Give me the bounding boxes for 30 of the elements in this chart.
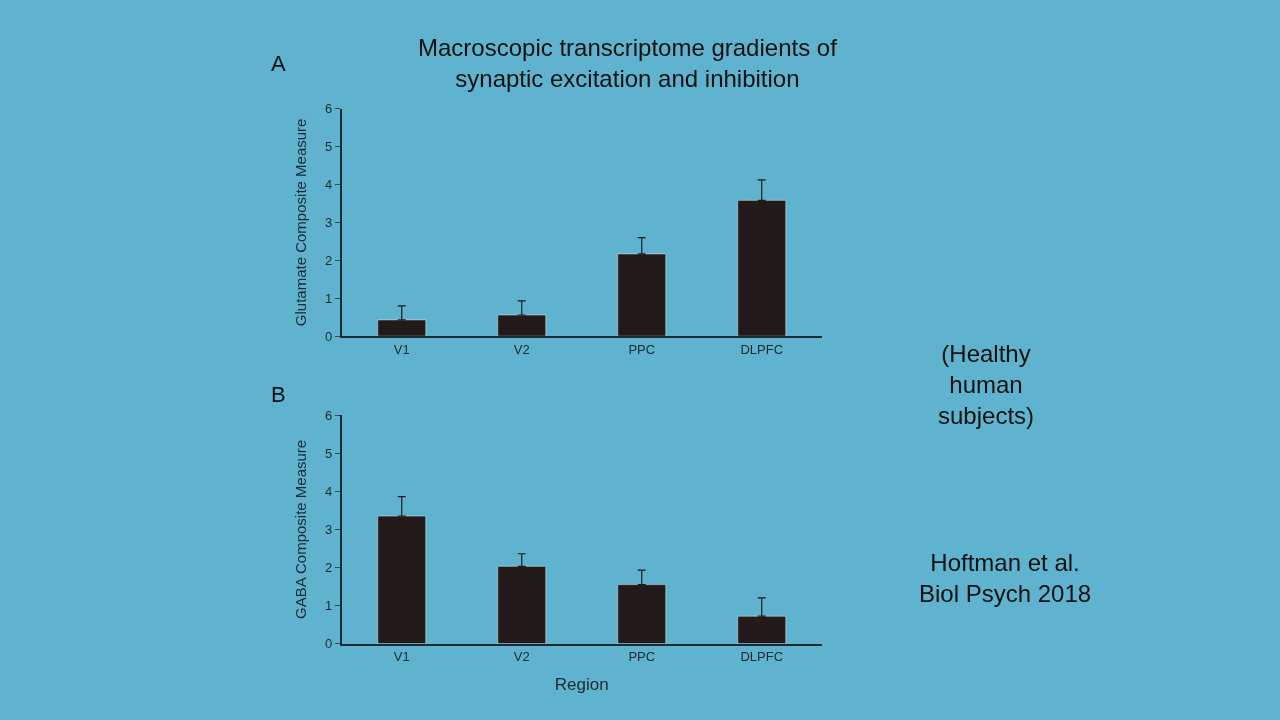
y-tick-label: 3 — [324, 521, 333, 537]
text: Hoftman et al. Biol Psych 2018 — [919, 549, 1092, 608]
chart-title: Macroscopic transcriptome gradients of synaptic excitation and inhibition — [418, 34, 838, 93]
x-tick-label: V1 — [393, 341, 410, 357]
y-axis-title: Glutamate Composite Measure — [291, 118, 309, 327]
text: B — [271, 382, 286, 407]
text: A — [271, 51, 286, 76]
x-tick-label: V2 — [513, 341, 530, 357]
y-tick-label: 5 — [324, 445, 333, 461]
y-tick-label: 2 — [324, 252, 333, 268]
x-tick-label: PPC — [628, 649, 656, 665]
x-tick-label: PPC — [628, 341, 656, 357]
y-tick-label: 6 — [324, 101, 333, 117]
y-tick-label: 3 — [324, 214, 333, 230]
y-axis-title: GABA Composite Measure — [291, 439, 309, 620]
y-tick-label: 4 — [324, 483, 333, 499]
y-tick-label: 4 — [324, 176, 333, 192]
y-tick-label: 1 — [324, 598, 333, 614]
y-tick-label: 1 — [324, 290, 333, 306]
text: (Healthy human subjects) — [938, 340, 1035, 430]
y-tick-label: 5 — [324, 139, 333, 155]
y-tick-label: 6 — [324, 407, 333, 423]
y-tick-label: 0 — [324, 636, 333, 652]
x-tick-label: DLPFC — [740, 341, 784, 357]
x-tick-label: V2 — [513, 649, 530, 665]
x-tick-label: V1 — [393, 649, 410, 665]
y-tick-label: 2 — [324, 560, 333, 576]
x-tick-label: DLPFC — [740, 649, 784, 665]
y-tick-label: 0 — [324, 328, 333, 344]
x-axis-title: Region — [554, 675, 609, 695]
